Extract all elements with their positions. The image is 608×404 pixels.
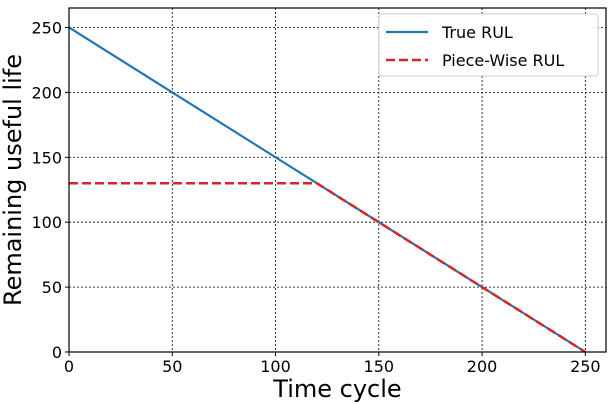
y-tick-label-0: 0 (52, 343, 62, 362)
legend-box (378, 13, 599, 77)
x-tick-label-1: 50 (162, 357, 182, 376)
legend: True RUL Piece-Wise RUL (378, 13, 599, 77)
y-tick-label-3: 150 (31, 148, 62, 167)
legend-label-piece-wise-rul: Piece-Wise RUL (442, 51, 564, 70)
plot-frame (68, 7, 607, 353)
x-tick-label-5: 250 (570, 357, 601, 376)
y-tick-label-5: 250 (31, 18, 62, 37)
x-tick-label-4: 200 (467, 357, 498, 376)
y-axis-ticks: 0 50 100 150 200 250 (31, 18, 69, 362)
y-tick-label-2: 100 (31, 213, 62, 232)
x-tick-label-2: 100 (260, 357, 291, 376)
y-tick-label-1: 50 (42, 278, 62, 297)
legend-label-true-rul: True RUL (441, 23, 513, 42)
y-axis-title: Remaining useful life (0, 54, 27, 306)
series-group (68, 26, 587, 354)
x-axis-ticks: 0 50 100 150 200 250 (64, 352, 601, 376)
y-tick-label-4: 200 (31, 83, 62, 102)
series-line-1 (69, 182, 587, 354)
x-tick-label-3: 150 (364, 357, 395, 376)
x-tick-label-0: 0 (64, 357, 74, 376)
x-axis-title: Time cycle (272, 375, 401, 403)
